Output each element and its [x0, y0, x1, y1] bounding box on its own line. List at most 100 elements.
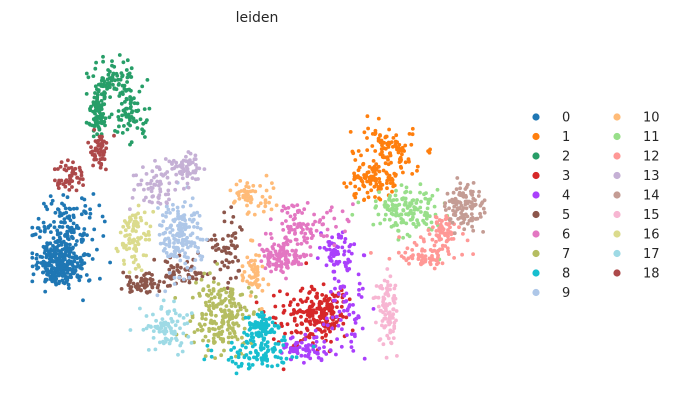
scatter-point-cluster-13 [139, 178, 144, 183]
scatter-point-cluster-16 [151, 209, 156, 214]
scatter-point-cluster-14 [455, 206, 460, 210]
scatter-point-cluster-2 [122, 108, 127, 112]
scatter-point-cluster-13 [174, 160, 179, 165]
scatter-point-cluster-0 [35, 252, 39, 257]
scatter-point-cluster-0 [81, 298, 85, 303]
scatter-point-cluster-9 [173, 251, 178, 255]
scatter-point-cluster-8 [256, 334, 261, 339]
scatter-point-cluster-11 [389, 199, 394, 203]
scatter-point-cluster-4 [348, 243, 353, 247]
scatter-point-cluster-17 [182, 322, 187, 326]
scatter-point-cluster-18 [104, 141, 109, 145]
scatter-point-cluster-2 [114, 71, 119, 76]
scatter-point-cluster-6 [273, 263, 278, 267]
scatter-point-cluster-14 [462, 227, 467, 232]
scatter-point-cluster-4 [291, 346, 295, 351]
scatter-point-cluster-18 [91, 163, 95, 168]
scatter-point-cluster-0 [90, 257, 95, 261]
scatter-point-cluster-0 [63, 206, 68, 211]
legend-label-9: 9 [562, 286, 570, 301]
scatter-point-cluster-6 [303, 231, 308, 236]
scatter-point-cluster-17 [174, 336, 178, 341]
scatter-point-cluster-1 [351, 151, 356, 156]
scatter-point-cluster-1 [385, 178, 390, 183]
scatter-point-cluster-0 [54, 256, 59, 261]
scatter-point-cluster-1 [361, 161, 366, 166]
scatter-point-cluster-13 [155, 165, 159, 169]
scatter-point-cluster-7 [242, 326, 247, 331]
scatter-point-cluster-9 [199, 257, 204, 262]
scatter-point-cluster-7 [206, 339, 211, 343]
scatter-point-cluster-11 [376, 212, 381, 217]
scatter-point-cluster-6 [287, 230, 292, 235]
scatter-point-cluster-16 [125, 223, 130, 228]
scatter-point-cluster-4 [331, 254, 336, 258]
scatter-point-cluster-11 [408, 201, 412, 206]
scatter-point-cluster-16 [121, 224, 126, 229]
scatter-point-cluster-14 [461, 191, 465, 196]
scatter-point-cluster-10 [245, 181, 250, 185]
scatter-point-cluster-1 [409, 142, 414, 147]
scatter-point-cluster-7 [233, 334, 238, 339]
scatter-point-cluster-9 [180, 230, 185, 234]
scatter-point-cluster-5 [213, 237, 218, 242]
scatter-point-cluster-7 [246, 285, 251, 290]
scatter-point-cluster-0 [31, 233, 36, 237]
scatter-point-cluster-5 [228, 276, 233, 281]
scatter-point-cluster-14 [470, 215, 475, 220]
scatter-point-cluster-12 [387, 256, 392, 261]
scatter-point-cluster-17 [151, 329, 156, 333]
scatter-point-cluster-4 [357, 281, 362, 286]
scatter-point-cluster-4 [297, 345, 302, 349]
scatter-point-cluster-18 [56, 186, 61, 191]
scatter-point-cluster-13 [155, 179, 160, 184]
scatter-point-cluster-16 [121, 258, 126, 263]
scatter-point-cluster-2 [129, 115, 133, 120]
scatter-point-cluster-10 [266, 282, 271, 287]
scatter-point-cluster-2 [94, 60, 98, 65]
scatter-point-cluster-11 [387, 217, 392, 222]
scatter-point-cluster-0 [44, 269, 49, 273]
scatter-point-cluster-18 [70, 185, 74, 189]
legend-marker-3 [532, 171, 540, 180]
scatter-point-cluster-15 [384, 286, 389, 291]
scatter-point-cluster-0 [42, 251, 47, 255]
scatter-point-cluster-5 [157, 279, 162, 284]
scatter-point-cluster-10 [235, 191, 240, 196]
scatter-point-cluster-12 [471, 252, 475, 256]
scatter-point-cluster-3 [281, 304, 286, 308]
scatter-point-cluster-16 [142, 210, 147, 215]
scatter-point-cluster-2 [113, 78, 117, 83]
scatter-point-cluster-0 [60, 278, 65, 283]
scatter-point-cluster-7 [236, 309, 240, 313]
scatter-point-cluster-0 [41, 270, 45, 275]
scatter-point-cluster-2 [115, 130, 120, 134]
scatter-point-cluster-2 [116, 83, 121, 87]
scatter-point-cluster-16 [127, 233, 132, 237]
scatter-point-cluster-15 [386, 336, 391, 341]
scatter-point-cluster-5 [190, 276, 195, 281]
scatter-point-cluster-5 [229, 220, 234, 225]
scatter-point-cluster-0 [48, 250, 52, 254]
scatter-point-cluster-5 [231, 215, 236, 219]
scatter-point-cluster-0 [35, 226, 40, 230]
scatter-point-cluster-2 [100, 115, 105, 119]
scatter-point-cluster-3 [333, 293, 338, 298]
scatter-point-cluster-4 [334, 250, 338, 255]
scatter-point-cluster-10 [245, 203, 249, 208]
scatter-point-cluster-14 [451, 190, 456, 195]
scatter-point-cluster-4 [327, 247, 332, 252]
scatter-point-cluster-11 [371, 222, 376, 227]
scatter-point-cluster-8 [232, 345, 237, 350]
scatter-point-cluster-18 [98, 142, 102, 147]
scatter-point-cluster-1 [389, 140, 394, 145]
scatter-point-cluster-4 [328, 256, 333, 260]
scatter-point-cluster-4 [331, 298, 336, 303]
scatter-point-cluster-17 [167, 309, 172, 314]
scatter-point-cluster-6 [279, 262, 284, 267]
scatter-point-cluster-4 [330, 326, 335, 331]
scatter-point-cluster-5 [119, 287, 124, 291]
scatter-point-cluster-0 [50, 198, 55, 203]
scatter-point-cluster-2 [105, 81, 110, 86]
scatter-point-cluster-12 [437, 218, 442, 222]
